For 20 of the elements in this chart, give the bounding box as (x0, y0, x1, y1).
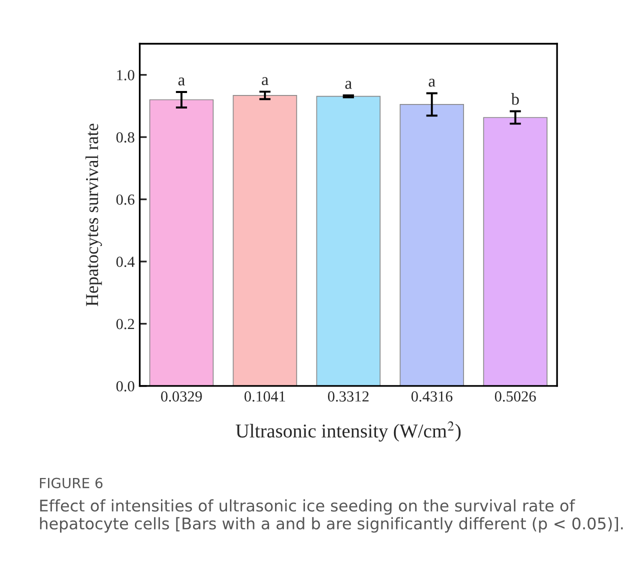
annotation: a (178, 78, 185, 86)
y-tick-label: 0.2 (116, 318, 134, 330)
y-tick-label: 1.0 (117, 70, 134, 80)
annotation: a (262, 77, 268, 86)
y-tick-label: 0.8 (116, 132, 134, 143)
x-tick-label: 0.3312 (328, 391, 369, 402)
annotation: a (428, 78, 436, 87)
y-axis-title: Hepatocytes survival rate (85, 124, 102, 306)
x-tick-label: 0.4316 (411, 391, 452, 402)
annotation: b (511, 93, 519, 105)
y-tick-label: 0.6 (116, 194, 134, 205)
annotation: a (345, 80, 352, 89)
y-tick-label: 0.0 (116, 381, 134, 392)
x-tick-label: 0.0329 (161, 391, 202, 402)
text: Effect of intensities of ultrasonic ice seeding on the survival rate of hepatocyte cells [Bars with a and b are significantly different (p < 0.05)]. (40, 499, 623, 533)
x-tick-label: 0.5026 (494, 391, 536, 402)
caption: FIGURE 6 (40, 478, 102, 488)
x-tick-label: 0.1041 (244, 391, 286, 402)
x-axis-title: Ultrasonic intensity (W/cm$^{2}$) (236, 421, 461, 442)
y-tick-label: 0.4 (116, 256, 135, 268)
